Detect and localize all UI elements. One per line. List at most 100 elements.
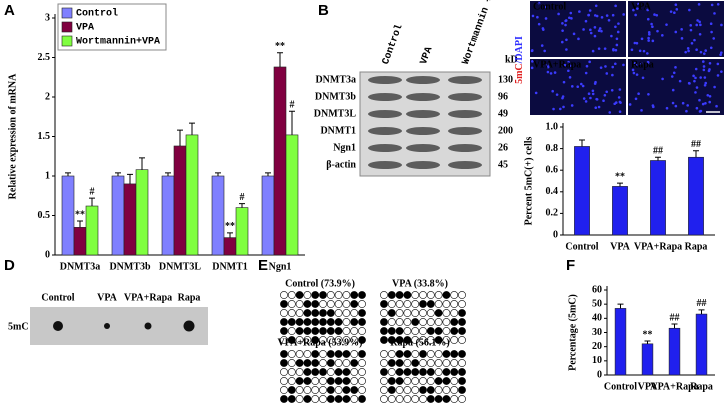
bar (574, 146, 590, 236)
cpg-site (380, 300, 388, 308)
nucleus (637, 92, 640, 96)
nucleus (634, 97, 638, 101)
cpg-site (395, 336, 404, 344)
cpg-site (319, 368, 327, 376)
nucleus (605, 72, 609, 75)
bar (650, 160, 666, 236)
bar (211, 175, 225, 256)
nucleus (653, 13, 656, 16)
cpg-site (287, 386, 296, 394)
nucleus (614, 62, 617, 66)
cpg-site (442, 350, 451, 358)
nucleus (561, 96, 564, 100)
cpg-site (434, 386, 443, 394)
cpg-site (358, 318, 366, 326)
bar (223, 237, 237, 256)
nucleus (603, 94, 607, 97)
cpg-site (411, 291, 420, 299)
image-label: VPA+Rapa (533, 59, 581, 70)
nucleus (618, 100, 622, 104)
cpg-site (419, 359, 427, 367)
nucleus (618, 88, 622, 91)
row-label: DNMT3b (315, 91, 357, 102)
nucleus (561, 29, 564, 32)
nucleus (656, 29, 659, 33)
nucleus (694, 91, 697, 94)
error-bar (239, 203, 245, 208)
nucleus (581, 84, 585, 88)
cpg-site (319, 318, 327, 326)
cpg-site (450, 300, 459, 308)
nucleus (636, 7, 639, 10)
error-bar (139, 157, 145, 170)
bar (161, 175, 175, 256)
cpg-site (319, 350, 327, 358)
nucleus (647, 31, 651, 34)
cpg-site (380, 291, 388, 299)
nucleus (698, 98, 701, 102)
cpg-site (434, 318, 443, 326)
cpg-site (311, 300, 320, 308)
blot-band (406, 93, 440, 101)
nucleus (713, 12, 716, 15)
nucleus (572, 32, 576, 36)
cpg-site (342, 291, 351, 299)
bar (173, 145, 187, 256)
nucleus (587, 13, 591, 17)
cpg-site (450, 309, 459, 317)
cpg-site (403, 386, 412, 394)
blot-band (448, 161, 482, 169)
cpg-site (426, 327, 435, 335)
cpg-site (303, 336, 312, 344)
cpg-site (350, 368, 359, 376)
nucleus (648, 33, 651, 36)
cpg-site (411, 395, 420, 403)
cpg-site (442, 395, 451, 403)
nucleus (702, 60, 705, 63)
nucleus (570, 17, 573, 20)
cpg-site (350, 350, 359, 358)
cpg-site (450, 386, 459, 394)
nucleus (695, 48, 698, 52)
x-tick-label: Rapa (685, 241, 708, 252)
significance-label: ** (643, 329, 653, 340)
nucleus (565, 38, 568, 42)
nucleus (665, 106, 669, 110)
panel-title: Control (73.9%) (285, 278, 355, 289)
nucleus (632, 8, 635, 12)
image-label: Rapa (631, 59, 654, 70)
nucleus (632, 71, 636, 75)
y-tick-label: 2.5 (38, 52, 51, 63)
nucleus (571, 85, 574, 88)
nucleus (665, 23, 668, 26)
nucleus (720, 23, 723, 27)
cpg-site (419, 395, 427, 403)
cpg-site (342, 318, 351, 326)
panel-title: VPA (33.8%) (392, 278, 448, 289)
nucleus (608, 111, 612, 114)
cpg-site (358, 300, 366, 308)
nucleus (530, 66, 534, 70)
cpg-site (450, 327, 459, 335)
x-tick-label: Rapa (690, 381, 713, 392)
cpg-site (442, 309, 451, 317)
cpg-site (403, 291, 412, 299)
cpg-site (280, 336, 288, 344)
nucleus (678, 79, 682, 83)
x-tick-label: DNMT3a (60, 261, 101, 272)
nucleus (599, 66, 603, 69)
cpg-site (303, 327, 312, 335)
cpg-site (311, 395, 320, 403)
cpg-site (403, 327, 412, 335)
blot-band (448, 76, 482, 84)
nucleus (544, 5, 548, 9)
nucleus (716, 62, 720, 66)
cpg-site (450, 359, 459, 367)
cpg-site (395, 300, 404, 308)
nucleus (708, 68, 711, 71)
bar (614, 308, 627, 376)
cpg-site (334, 336, 343, 344)
nucleus (640, 109, 643, 112)
nucleus (614, 48, 618, 52)
stain-red: 5mC (514, 63, 525, 84)
